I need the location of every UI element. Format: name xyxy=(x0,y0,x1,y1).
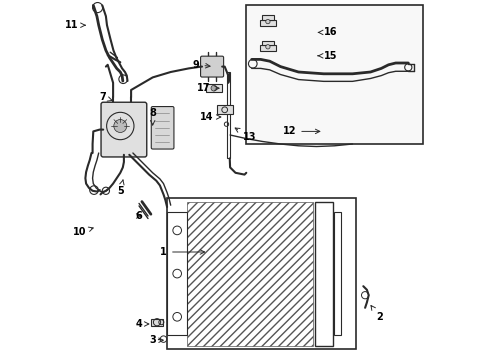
Bar xyxy=(260,20,275,26)
Text: 1: 1 xyxy=(160,247,204,257)
FancyBboxPatch shape xyxy=(200,56,223,77)
Circle shape xyxy=(265,19,269,24)
Text: 3: 3 xyxy=(149,335,163,345)
Bar xyxy=(167,212,186,335)
Text: 2: 2 xyxy=(370,306,382,322)
Text: 7: 7 xyxy=(99,92,112,102)
Text: 14: 14 xyxy=(200,112,221,122)
Text: 10: 10 xyxy=(72,227,93,237)
Bar xyxy=(246,5,422,144)
Text: 13: 13 xyxy=(235,128,256,142)
Bar xyxy=(216,105,232,114)
Text: 5: 5 xyxy=(117,180,124,196)
FancyBboxPatch shape xyxy=(101,102,146,157)
Text: 8: 8 xyxy=(149,108,156,125)
Circle shape xyxy=(114,120,126,132)
FancyBboxPatch shape xyxy=(151,107,174,149)
Bar xyxy=(262,41,273,45)
Bar xyxy=(205,84,222,92)
Circle shape xyxy=(211,85,216,91)
Text: 17: 17 xyxy=(196,83,219,93)
Bar xyxy=(260,45,275,51)
Text: 6: 6 xyxy=(135,211,142,221)
Bar xyxy=(333,212,340,335)
Text: 15: 15 xyxy=(317,51,337,61)
Bar xyxy=(167,198,355,349)
Bar xyxy=(226,72,229,158)
Text: 11: 11 xyxy=(65,20,85,30)
Bar xyxy=(314,202,332,346)
Text: 16: 16 xyxy=(317,27,337,37)
Text: 4: 4 xyxy=(135,319,148,329)
Bar xyxy=(262,15,273,20)
Bar xyxy=(186,202,312,346)
Bar xyxy=(151,319,163,326)
Text: 12: 12 xyxy=(282,126,319,136)
Circle shape xyxy=(265,45,269,49)
Text: 9: 9 xyxy=(192,60,210,70)
